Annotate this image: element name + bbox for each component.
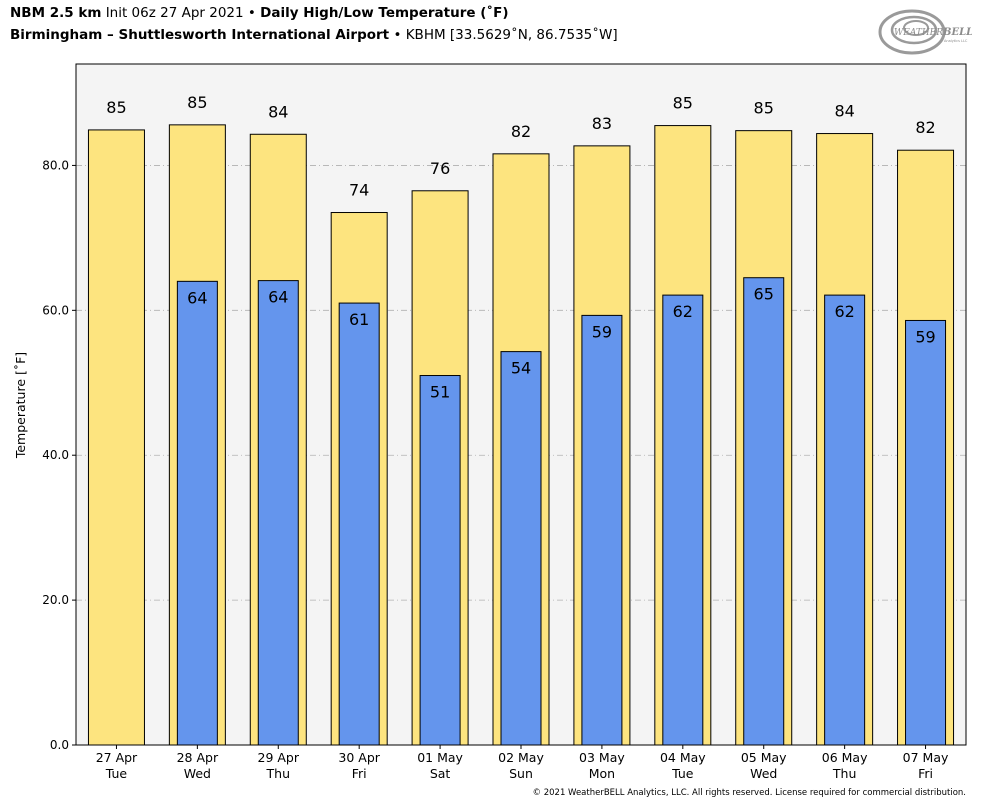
x-tick-label-date: 07 May [903, 750, 949, 765]
y-axis-label: Temperature [˚F] [13, 352, 28, 459]
x-tick-label-day: Wed [750, 766, 777, 781]
svg-text:WEATHERBELL: WEATHERBELL [894, 27, 972, 38]
y-axis: 0.0 20.0 40.0 60.0 80.0 [42, 158, 76, 752]
y-tick-label: 60.0 [42, 303, 69, 317]
low-temp-bar [176, 280, 218, 746]
high-temp-label: 84 [834, 102, 854, 121]
low-temp-label: 59 [592, 322, 612, 341]
x-tick-label-day: Thu [832, 766, 856, 781]
y-tick-label: 40.0 [42, 448, 69, 462]
x-tick-label-date: 05 May [741, 750, 787, 765]
high-temp-label: 85 [754, 99, 774, 118]
high-temp-label: 82 [511, 122, 531, 141]
low-temp-bar [338, 302, 380, 746]
x-tick-label-day: Tue [105, 766, 128, 781]
x-tick-label-day: Wed [184, 766, 211, 781]
x-tick-label-date: 27 Apr [96, 750, 138, 765]
logo-text-accent: BELL [942, 27, 972, 38]
x-tick-label-day: Sun [509, 766, 533, 781]
low-temp-label: 64 [268, 288, 288, 307]
logo-text-main: WEATHER [894, 28, 943, 38]
chart-title-line-1: NBM 2.5 km Init 06z 27 Apr 2021 • Daily … [10, 5, 509, 21]
x-tick-label-day: Thu [266, 766, 290, 781]
high-temp-bar [87, 129, 145, 746]
high-temp-label: 85 [673, 94, 693, 113]
product-title: Daily High/Low Temperature (˚F) [260, 5, 509, 21]
y-tick-label: 20.0 [42, 593, 69, 607]
high-temp-label: 85 [187, 93, 207, 112]
low-temp-label: 59 [915, 327, 935, 346]
x-tick-label-date: 02 May [498, 750, 544, 765]
separator-bullet: • [393, 27, 402, 43]
low-temp-label: 64 [187, 288, 207, 307]
x-tick-label-day: Mon [589, 766, 615, 781]
low-temp-bar [662, 294, 704, 746]
x-tick-label-date: 06 May [822, 750, 868, 765]
separator-bullet: • [247, 5, 256, 21]
x-tick-label-day: Fri [352, 766, 367, 781]
low-temp-label: 54 [511, 359, 531, 378]
copyright-notice: © 2021 WeatherBELL Analytics, LLC. All r… [532, 788, 966, 798]
x-tick-label-day: Tue [671, 766, 694, 781]
init-time: Init 06z 27 Apr 2021 [105, 5, 244, 21]
station-name: Birmingham – Shuttlesworth International… [10, 27, 390, 43]
low-temp-label: 51 [430, 383, 450, 402]
high-temp-label: 74 [349, 181, 369, 200]
high-temp-label: 83 [592, 114, 612, 133]
low-temp-label: 61 [349, 310, 369, 329]
x-tick-label-date: 01 May [417, 750, 463, 765]
high-temp-label: 84 [268, 102, 288, 121]
low-temp-label: 65 [754, 285, 774, 304]
swirl-icon [878, 9, 946, 55]
y-tick-label: 0.0 [50, 738, 69, 752]
model-name: NBM 2.5 km [10, 5, 102, 21]
weatherbell-logo: WEATHERBELL Analytics LLC [878, 9, 972, 55]
high-temp-label: 76 [430, 159, 450, 178]
logo-subtext: Analytics LLC [944, 39, 968, 43]
bars: 85 85 64 84 64 74 61 76 51 82 54 83 59 85 62 85 65 84 62 82… [87, 93, 955, 746]
x-tick-label-date: 03 May [579, 750, 625, 765]
high-temp-label: 85 [106, 98, 126, 117]
station-info: KBHM [33.5629˚N, 86.7535˚W] [405, 27, 618, 43]
x-tick-label-date: 28 Apr [177, 750, 219, 765]
low-temp-bar [905, 319, 947, 746]
high-temp-label: 82 [915, 118, 935, 137]
low-temp-bar [257, 280, 299, 746]
low-temp-bar [419, 375, 461, 746]
y-tick-label: 80.0 [42, 158, 69, 172]
chart-title-line-2: Birmingham – Shuttlesworth International… [10, 27, 618, 43]
low-temp-label: 62 [834, 302, 854, 321]
low-temp-bar [743, 277, 785, 746]
low-temp-label: 62 [673, 302, 693, 321]
low-temp-bar [824, 294, 866, 746]
low-temp-bar [581, 314, 623, 746]
x-tick-label-date: 04 May [660, 750, 706, 765]
x-tick-label-date: 29 Apr [258, 750, 300, 765]
x-tick-label-day: Fri [918, 766, 933, 781]
low-temp-bar [500, 351, 542, 746]
x-tick-label-date: 30 Apr [338, 750, 380, 765]
x-tick-label-day: Sat [430, 766, 451, 781]
